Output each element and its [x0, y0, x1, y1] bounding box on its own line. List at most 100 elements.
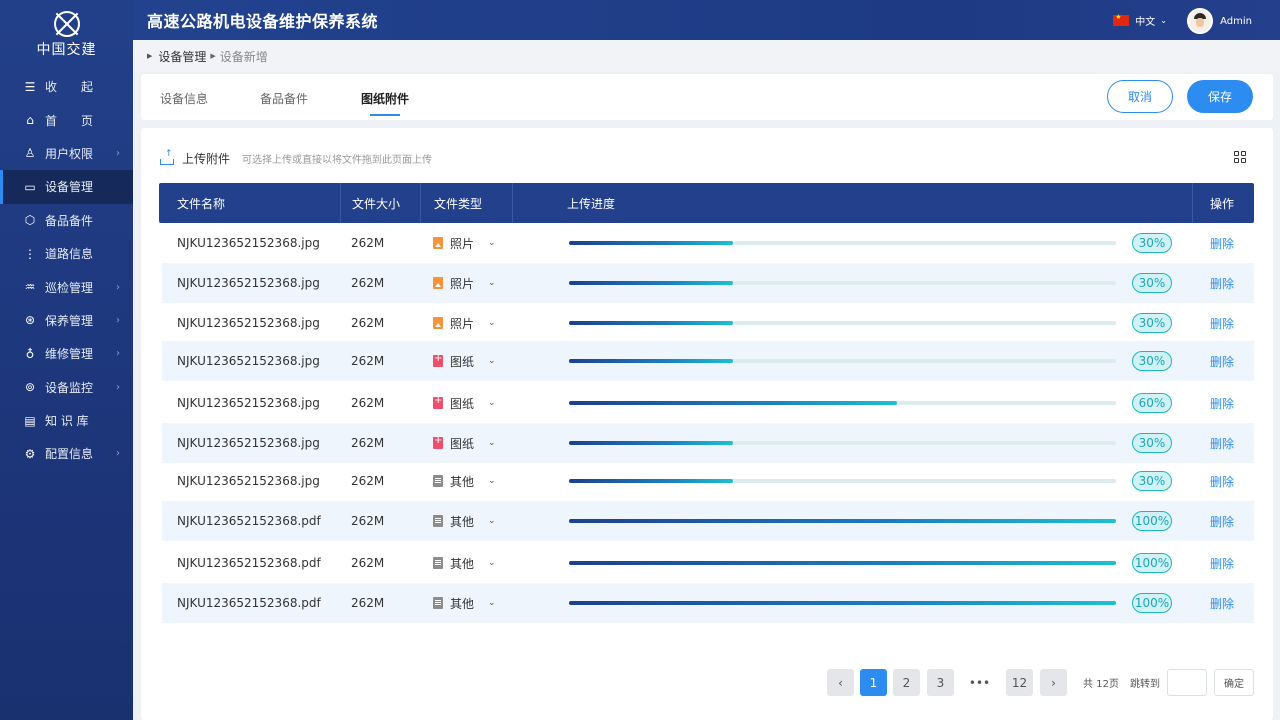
grid-view-icon[interactable]: [1234, 151, 1246, 163]
table-row: NJKU123652152368.jpg 262M 图纸 ⌄ 60% 删除: [159, 383, 1254, 423]
file-type-select[interactable]: 图纸 ⌄: [433, 423, 496, 463]
page-button-last[interactable]: 12: [1006, 669, 1033, 696]
file-type-select[interactable]: 图纸 ⌄: [433, 383, 496, 423]
file-name: NJKU123652152368.jpg: [177, 276, 320, 290]
page-button-1[interactable]: 1: [860, 669, 887, 696]
app-title: 高速公路机电设备维护保养系统: [147, 12, 379, 31]
delete-link[interactable]: 删除: [1210, 316, 1235, 331]
chevron-down-icon: ⌄: [488, 598, 496, 608]
sidebar-item-0[interactable]: ☰ 收 起: [0, 70, 133, 103]
sidebar-item-5[interactable]: ⋮ 道路信息: [0, 237, 133, 270]
breadcrumb-parent[interactable]: 设备管理: [158, 49, 207, 64]
progress-badge: 30%: [1132, 471, 1172, 491]
delete-link[interactable]: 删除: [1210, 276, 1235, 291]
progress-fill: [569, 479, 734, 483]
file-type-select[interactable]: 照片 ⌄: [433, 303, 496, 343]
table-row: NJKU123652152368.pdf 262M 其他 ⌄ 100% 删除: [162, 501, 1254, 541]
drawing-icon: [433, 435, 443, 449]
chevron-right-icon: ›: [116, 281, 120, 293]
tab-spare-parts[interactable]: 备品备件: [260, 92, 309, 106]
sidebar-item-label: 设备管理: [45, 180, 94, 195]
table-row: NJKU123652152368.jpg 262M 照片 ⌄ 30% 删除: [159, 303, 1254, 343]
photo-icon: [433, 277, 443, 289]
page-button-3[interactable]: 3: [927, 669, 954, 696]
file-type-select[interactable]: 其他 ⌄: [433, 543, 496, 583]
file-size: 262M: [351, 276, 385, 290]
delete-link[interactable]: 删除: [1210, 354, 1235, 369]
menu-icon: ⚙: [24, 446, 36, 461]
table-row: NJKU123652152368.jpg 262M 图纸 ⌄ 30% 删除: [162, 341, 1254, 381]
chevron-down-icon: ⌄: [488, 398, 496, 408]
language-switcher[interactable]: 中文 ⌄: [1113, 13, 1167, 28]
delete-link[interactable]: 删除: [1210, 396, 1235, 411]
breadcrumb-current: 设备新增: [219, 49, 268, 64]
delete-link[interactable]: 删除: [1210, 556, 1235, 571]
sidebar-item-2[interactable]: ♙ 用户权限 ›: [0, 137, 133, 170]
page-ellipsis[interactable]: •••: [968, 675, 991, 690]
next-page-button[interactable]: ›: [1040, 669, 1067, 696]
sidebar-item-9[interactable]: ⊚ 设备监控 ›: [0, 371, 133, 404]
file-type-select[interactable]: 照片 ⌄: [433, 263, 496, 303]
chevron-down-icon: ⌄: [488, 318, 496, 328]
file-type-select[interactable]: 照片 ⌄: [433, 223, 496, 263]
progress-track: [569, 321, 1116, 325]
caret-right-icon: ▶: [210, 52, 216, 60]
table-row: NJKU123652152368.jpg 262M 照片 ⌄ 30% 删除: [162, 263, 1254, 303]
column-header-name: 文件名称: [177, 196, 226, 211]
file-type-select[interactable]: 其他 ⌄: [433, 583, 496, 623]
cancel-button[interactable]: 取消: [1107, 80, 1173, 113]
file-name: NJKU123652152368.jpg: [177, 474, 320, 488]
column-header-action: 操作: [1210, 196, 1235, 211]
tab-drawing-attachments[interactable]: 图纸附件: [361, 92, 410, 116]
save-button[interactable]: 保存: [1187, 80, 1253, 113]
file-size: 262M: [351, 596, 385, 610]
sidebar-item-8[interactable]: ♁ 维修管理 ›: [0, 337, 133, 370]
progress-badge: 100%: [1132, 593, 1172, 613]
file-name: NJKU123652152368.pdf: [177, 514, 321, 528]
file-name: NJKU123652152368.jpg: [177, 236, 320, 250]
delete-link[interactable]: 删除: [1210, 514, 1235, 529]
sidebar-menu: ☰ 收 起 ⌂ 首 页 ♙ 用户权限 › ▭ 设备管理 ⬡ 备品备件 ⋮ 道路信息 ♒ 巡检管理 › ⊛ 保养管理…: [0, 70, 133, 471]
document-icon: [433, 515, 443, 527]
caret-right-icon: ▶: [147, 52, 153, 60]
upload-button[interactable]: 上传附件: [182, 152, 231, 166]
delete-link[interactable]: 删除: [1210, 596, 1235, 611]
delete-link[interactable]: 删除: [1210, 436, 1235, 451]
chevron-down-icon: ⌄: [488, 558, 496, 568]
jump-confirm-button[interactable]: 确定: [1214, 669, 1254, 696]
menu-icon: ♙: [24, 146, 36, 161]
sidebar-item-6[interactable]: ♒ 巡检管理 ›: [0, 270, 133, 303]
file-type-select[interactable]: 其他 ⌄: [433, 501, 496, 541]
progress-badge: 60%: [1132, 393, 1172, 413]
jump-page-input[interactable]: [1167, 669, 1207, 696]
file-type-label: 其他: [450, 474, 475, 489]
menu-icon: ⊛: [24, 313, 36, 328]
file-type-label: 图纸: [450, 396, 475, 411]
progress-fill: [569, 359, 734, 363]
delete-link[interactable]: 删除: [1210, 236, 1235, 251]
table-row: NJKU123652152368.pdf 262M 其他 ⌄ 100% 删除: [159, 543, 1254, 583]
document-icon: [433, 597, 443, 609]
drawing-icon: [433, 395, 443, 409]
file-type-select[interactable]: 图纸 ⌄: [433, 341, 496, 381]
chevron-down-icon: ⌄: [488, 238, 496, 248]
upload-area[interactable]: ↑ 上传附件 可选择上传或直接以将文件拖到此页面上传: [160, 149, 432, 167]
photo-icon: [433, 237, 443, 249]
prev-page-button[interactable]: ‹: [827, 669, 854, 696]
tab-device-info[interactable]: 设备信息: [160, 92, 209, 106]
sidebar-item-11[interactable]: ⚙ 配置信息 ›: [0, 437, 133, 470]
sidebar-item-4[interactable]: ⬡ 备品备件: [0, 204, 133, 237]
progress-track: [569, 601, 1116, 605]
delete-link[interactable]: 删除: [1210, 474, 1235, 489]
jump-label: 跳转到: [1130, 679, 1160, 690]
user-menu[interactable]: Admin: [1187, 8, 1252, 34]
menu-icon: ⊚: [24, 380, 36, 395]
file-type-label: 照片: [450, 316, 475, 331]
sidebar-item-10[interactable]: ▤ 知 识 库: [0, 404, 133, 437]
sidebar-item-3[interactable]: ▭ 设备管理: [0, 170, 133, 204]
file-type-select[interactable]: 其他 ⌄: [433, 461, 496, 501]
sidebar-item-1[interactable]: ⌂ 首 页: [0, 103, 133, 136]
sidebar-item-7[interactable]: ⊛ 保养管理 ›: [0, 304, 133, 337]
progress-track: [569, 479, 1116, 483]
page-button-2[interactable]: 2: [893, 669, 920, 696]
